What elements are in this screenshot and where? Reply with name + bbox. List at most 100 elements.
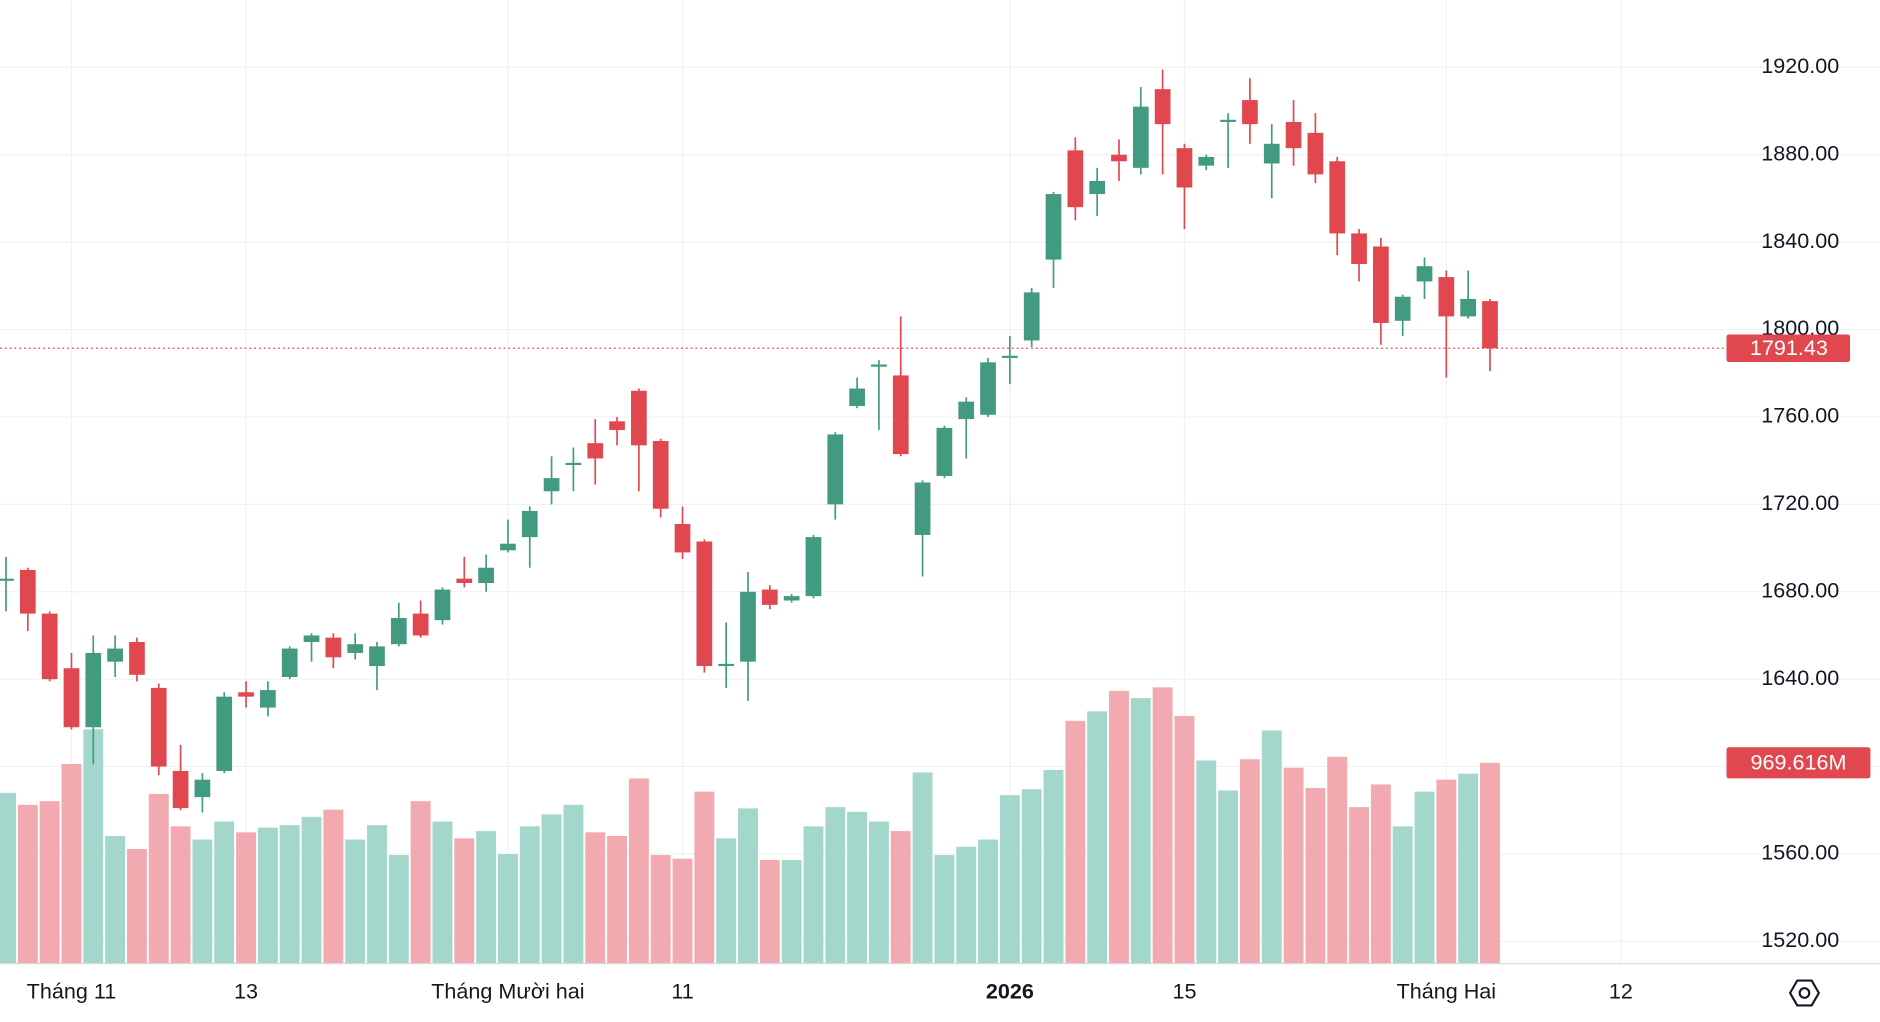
candle-body <box>390 617 407 645</box>
volume-bar <box>1283 767 1304 964</box>
candle-body <box>740 591 756 662</box>
volume-bar <box>1174 716 1195 964</box>
candle-body <box>587 443 604 459</box>
volume-bar <box>672 858 693 964</box>
x-tick-label: 2026 <box>986 979 1034 1004</box>
volume-bar <box>650 855 671 964</box>
y-tick-label: 1680.00 <box>1761 577 1839 602</box>
volume-bar <box>716 838 737 964</box>
volume-bar <box>432 821 453 964</box>
y-tick-label: 1520.00 <box>1761 927 1839 952</box>
candle-body <box>434 589 451 621</box>
axes: 1520.001560.001600.001640.001680.001720.… <box>0 53 1871 1004</box>
candle-body <box>871 364 887 367</box>
volume-bar <box>1370 784 1391 964</box>
candle-body <box>1002 355 1018 358</box>
volume-bar <box>388 855 409 964</box>
volume-bar <box>39 801 60 964</box>
y-tick-label: 1760.00 <box>1761 403 1839 428</box>
candle-body <box>1263 143 1280 164</box>
candle-body <box>1351 233 1367 264</box>
volume-bar <box>890 831 911 964</box>
volume-bar <box>1196 760 1217 964</box>
volume-bar <box>1327 756 1348 964</box>
settings-button[interactable] <box>1788 979 1820 1007</box>
candle-body <box>1242 100 1258 125</box>
last-price-tag <box>1726 334 1851 363</box>
candle-body <box>281 648 298 677</box>
candle-body <box>1067 150 1084 208</box>
volume-bar <box>759 859 780 964</box>
candle-body <box>303 635 320 643</box>
volume-bar <box>236 832 257 964</box>
volume-bar <box>1152 687 1173 964</box>
volume-bar <box>497 854 518 964</box>
candle-body <box>325 637 342 658</box>
candle-body <box>1176 148 1193 188</box>
candle-body <box>652 440 669 509</box>
gear-icon <box>1788 979 1820 1007</box>
candle-body <box>936 427 953 476</box>
volume-bar <box>148 793 169 964</box>
candle-body <box>107 648 123 662</box>
volume-bar <box>978 839 998 964</box>
volume-bar <box>1414 791 1435 964</box>
y-tick-label: 1720.00 <box>1761 490 1839 515</box>
y-tick-label: 1640.00 <box>1761 665 1839 690</box>
candle-body <box>958 401 975 420</box>
volume-bar <box>738 808 758 964</box>
volume-bar <box>1261 730 1282 964</box>
volume-bar <box>781 859 802 964</box>
candle-body <box>674 524 691 553</box>
volume-bar <box>912 772 933 964</box>
candle-body <box>500 543 516 551</box>
volume-bar <box>1436 779 1457 964</box>
candle-body <box>696 541 713 667</box>
volume-bar <box>563 804 584 964</box>
volume-bar <box>1458 773 1479 964</box>
x-tick-label: Tháng Mười hai <box>431 979 584 1004</box>
candle-body <box>412 613 429 636</box>
last-volume-tag <box>1726 747 1871 779</box>
volume-bar <box>999 795 1020 964</box>
volume-bar <box>105 836 126 964</box>
volume-bar <box>1065 720 1086 964</box>
candle-body <box>1132 106 1149 168</box>
volume-bar <box>519 826 540 964</box>
x-tick-label: 13 <box>234 979 258 1004</box>
candle-body <box>1329 161 1346 234</box>
x-tick-label: 15 <box>1172 979 1196 1004</box>
candle-body <box>521 510 538 538</box>
x-tick-label: Tháng 11 <box>27 979 117 1004</box>
volume-bar <box>61 763 82 964</box>
candle-body <box>565 462 582 466</box>
candle-body <box>129 642 145 675</box>
volume-bar <box>847 811 868 964</box>
candle-body <box>63 668 80 728</box>
volume-bar <box>1239 759 1260 964</box>
candle-body <box>543 478 560 492</box>
candle-body <box>0 578 14 581</box>
candle-body <box>1220 119 1236 122</box>
candle-body <box>260 690 276 708</box>
volume-bar <box>956 846 977 964</box>
volume-bar <box>628 778 649 964</box>
volume-bar <box>1021 789 1042 964</box>
volume-bar <box>410 801 431 964</box>
volume-bar <box>1043 769 1064 964</box>
candle-body <box>980 362 996 415</box>
volume-bar <box>825 807 846 964</box>
gear-center <box>1798 987 1811 999</box>
volume-bar <box>803 826 824 964</box>
candle-body <box>1198 156 1215 166</box>
x-tick-label: Tháng Hai <box>1397 979 1497 1004</box>
candle-body <box>216 696 233 771</box>
candle-body <box>19 569 36 614</box>
candle-body <box>1416 266 1433 282</box>
candle-body <box>1154 89 1171 125</box>
volume-bar <box>1480 762 1500 964</box>
candle-body <box>238 692 254 697</box>
volume-bar <box>257 827 278 964</box>
volume-bar <box>585 832 606 964</box>
